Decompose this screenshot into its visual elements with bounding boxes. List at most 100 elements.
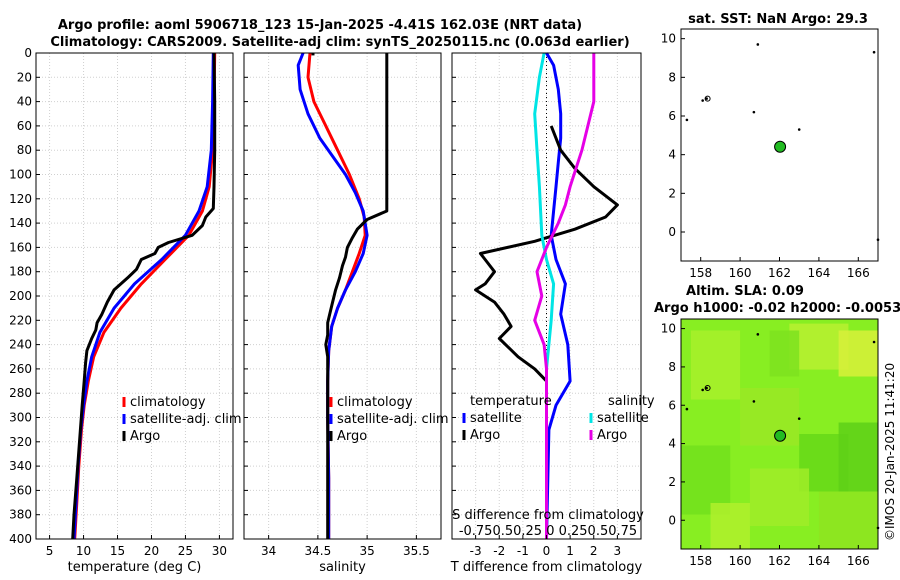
sla-map-title: Altim. SLA: 0.09 <box>686 284 804 299</box>
x-tick-label: 15 <box>110 544 125 558</box>
x-axis-label: salinity <box>319 560 366 575</box>
y-tick-label: 160 <box>9 240 32 254</box>
series-line-s-argo-diff <box>533 53 596 539</box>
y-tick-label: 10 <box>661 32 676 46</box>
x-tick-label: 160 <box>729 266 752 280</box>
x-tick-label: 30 <box>212 544 227 558</box>
y-tick-label: 4 <box>668 148 676 162</box>
y-tick-label: 80 <box>17 143 32 157</box>
y-tick-label: 280 <box>9 386 32 400</box>
island-dot <box>701 388 704 392</box>
top-axis-ticks: -0.750.50.25 0 0.250.50.75 <box>459 524 637 539</box>
legend-label: Argo <box>130 429 160 444</box>
y-tick-label: 2 <box>668 475 676 489</box>
x-tick-label: 164 <box>807 266 830 280</box>
y-tick-label: 20 <box>17 70 32 84</box>
x-tick-label: 162 <box>768 266 791 280</box>
x-tick-label: 158 <box>689 266 712 280</box>
legend-label: satellite <box>597 411 649 426</box>
y-tick-label: 6 <box>668 109 676 123</box>
island-dot <box>752 400 756 403</box>
x-tick-label: -1 <box>517 544 529 558</box>
argo-location-marker <box>774 429 787 442</box>
y-tick-label: 340 <box>9 459 32 473</box>
legend-label: Argo <box>597 428 627 443</box>
x-tick-label: 35 <box>359 544 374 558</box>
x-tick-label: 34.5 <box>305 544 332 558</box>
figure-title-line1: Argo profile: aoml 5906718_123 15-Jan-20… <box>58 18 582 33</box>
sla-patch <box>690 330 741 400</box>
island-dot <box>685 407 689 411</box>
x-axis-label: temperature (deg C) <box>68 560 202 575</box>
y-tick-label: 140 <box>9 216 32 230</box>
series-line-argo <box>71 52 217 540</box>
x-tick-label: 0 <box>543 544 551 558</box>
x-tick-label: 25 <box>178 544 193 558</box>
y-tick-label: 220 <box>9 313 32 327</box>
x-tick-label: 35.5 <box>403 544 430 558</box>
x-tick-label: 158 <box>689 554 712 568</box>
island-dot <box>752 110 756 114</box>
sst-map-title: sat. SST: NaN Argo: 29.3 <box>688 12 868 27</box>
panel-temperature: 5 10 15 20 25 3002040608010012014016018020022… <box>9 46 234 575</box>
sla-patch <box>740 388 800 446</box>
imos-credit: ©IMOS 20-Jan-2025 11:41:20 <box>883 363 897 541</box>
figure-title-line2: Climatology: CARS2009. Satellite-adj cli… <box>50 35 629 50</box>
y-tick-label: 0 <box>668 513 676 527</box>
argo-location-marker <box>774 140 787 153</box>
y-tick-label: 4 <box>668 437 676 451</box>
x-tick-label: -2 <box>493 544 505 558</box>
series-line-t-argo <box>474 125 619 383</box>
y-tick-label: 0 <box>668 225 676 239</box>
x-tick-label: 164 <box>807 554 830 568</box>
sla-patch <box>710 503 750 549</box>
legend-label: Argo <box>470 428 500 443</box>
x-tick-label: 10 <box>76 544 91 558</box>
y-tick-label: 8 <box>668 70 676 84</box>
legend-label: climatology <box>337 395 413 410</box>
series-line-t-sat-diff-s- <box>533 52 556 539</box>
x-tick-label: 160 <box>729 554 752 568</box>
y-tick-label: 0 <box>24 46 32 60</box>
x-tick-label: 20 <box>144 544 159 558</box>
island-dot <box>701 99 704 102</box>
island-dot <box>756 333 760 336</box>
y-tick-label: 320 <box>9 435 32 449</box>
island-dot <box>756 43 760 46</box>
x-tick-label: 34 <box>261 544 276 558</box>
legend-label: satellite-adj. clim <box>337 412 449 427</box>
sla-map: 158 160 162 164 166 0 2 4 6 8 10 <box>661 318 880 568</box>
x-tick-label: -3 <box>470 544 482 558</box>
sla-patch <box>818 491 878 549</box>
sla-patch <box>838 330 878 377</box>
y-tick-label: 400 <box>9 532 32 546</box>
axes-frame <box>35 52 234 540</box>
legend-label: satellite <box>470 411 522 426</box>
x-tick-label: 3 <box>614 544 622 558</box>
sla-map-subtitle: Argo h1000: -0.02 h2000: -0.0053 <box>654 301 900 316</box>
y-tick-label: 2 <box>668 186 676 200</box>
y-tick-label: 200 <box>9 289 32 303</box>
y-tick-label: 360 <box>9 483 32 497</box>
y-tick-label: 260 <box>9 362 32 376</box>
y-tick-label: 60 <box>17 119 32 133</box>
x-tick-label: 166 <box>847 266 870 280</box>
y-tick-label: 240 <box>9 338 32 352</box>
y-tick-label: 180 <box>9 265 32 279</box>
series-line-argo <box>324 53 389 539</box>
x-tick-label: 162 <box>768 554 791 568</box>
legend-label: climatology <box>130 395 206 410</box>
x-tick-label: 166 <box>847 554 870 568</box>
y-tick-label: 8 <box>668 360 676 374</box>
x-axis-label: T difference from climatology <box>450 560 643 575</box>
legend-label: satellite-adj. clim <box>130 412 242 427</box>
sla-patch <box>838 422 878 492</box>
panel-difference: -3 -2 -1 0 1 2 3 T difference from climatology <box>450 52 643 575</box>
sst-map: 158 160 162 164 166 0 2 4 6 8 10 <box>661 28 880 280</box>
y-tick-label: 6 <box>668 398 676 412</box>
island-dot <box>872 50 876 54</box>
y-tick-label: 120 <box>9 192 32 206</box>
x-tick-label: 1 <box>566 544 574 558</box>
x-tick-label: 2 <box>590 544 598 558</box>
